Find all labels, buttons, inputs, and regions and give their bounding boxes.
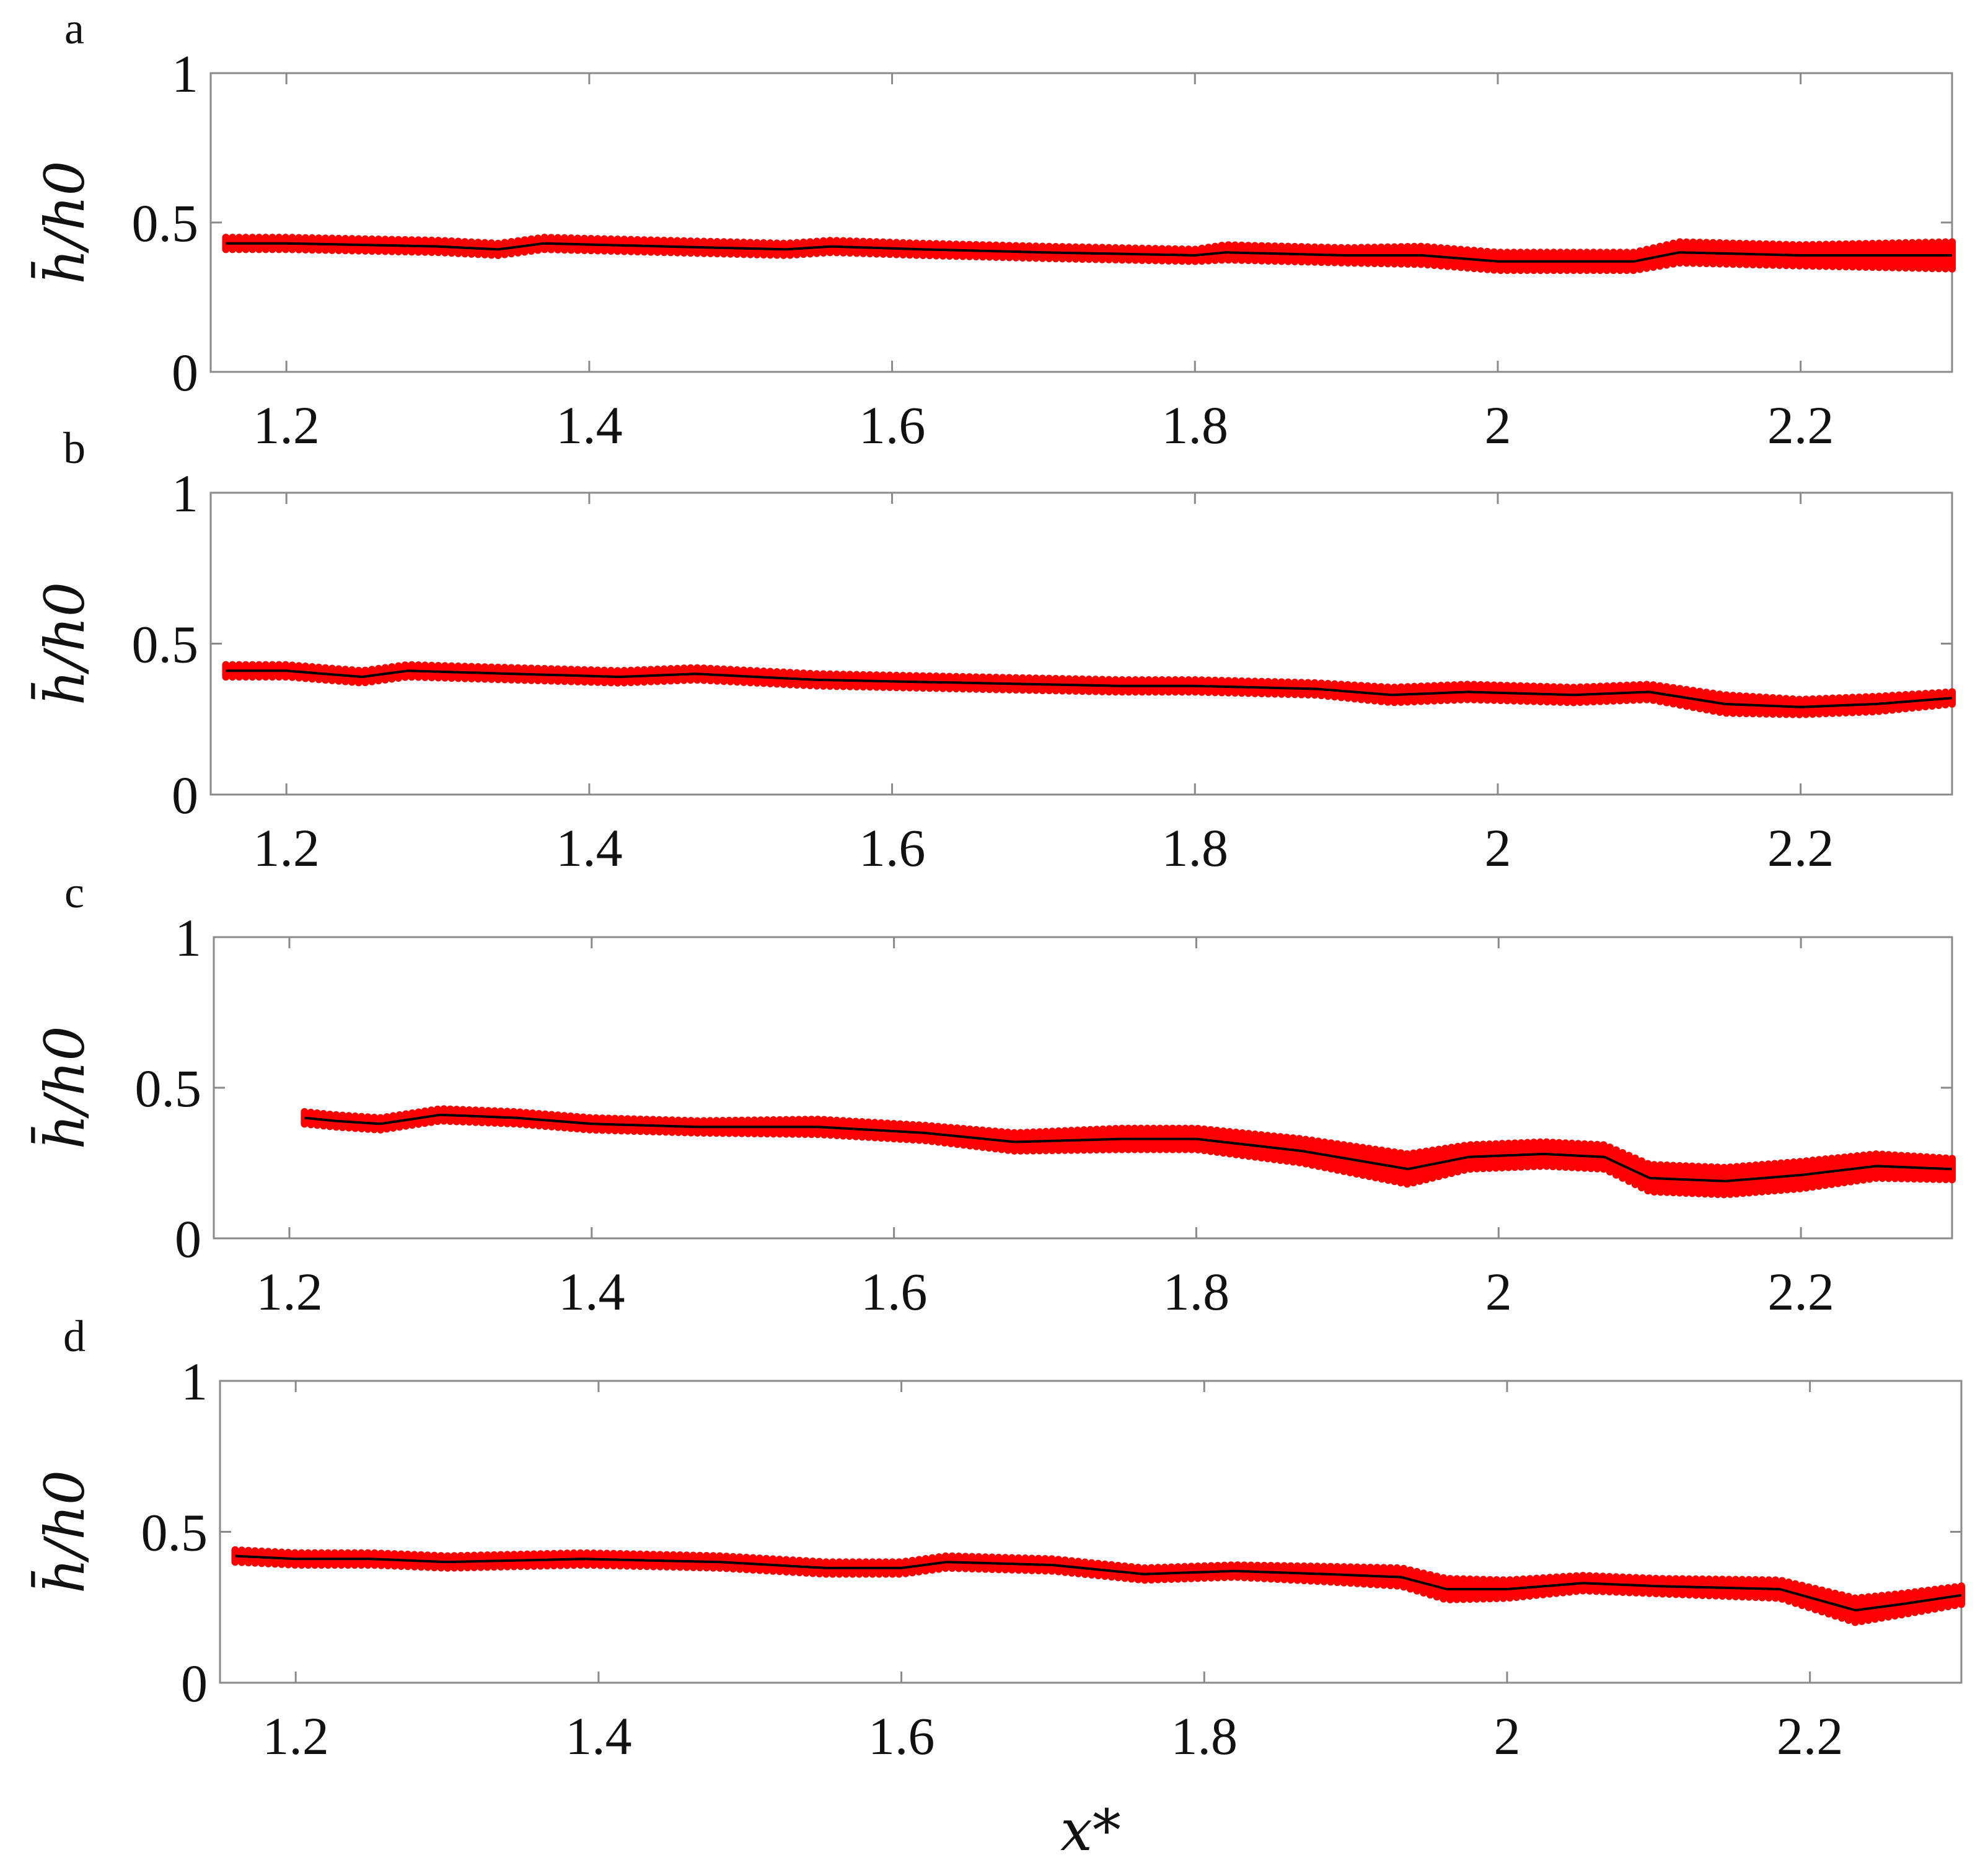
x-tick-label: 1.8 xyxy=(1162,818,1229,878)
x-tick-label: 1.2 xyxy=(262,1706,329,1766)
x-tick-label: 1.4 xyxy=(556,395,623,455)
x-tick-label: 1.8 xyxy=(1162,395,1229,455)
panels-group: 1.2 1.4 1.6 1.8 2 2.2 0 0.5 1 a h̄/h0 1.2 1.4 1.6 1.8 2… xyxy=(31,4,1965,1766)
y-tick-label: 0 xyxy=(172,343,198,402)
panel-d: 1.2 1.4 1.6 1.8 2 2.2 0 0.5 1 d h̄/h0 xyxy=(31,1311,1965,1766)
x-tick-label: 1.4 xyxy=(565,1706,632,1766)
y-tick-label: 1 xyxy=(181,1352,208,1411)
x-tick-label: 1.2 xyxy=(256,1262,323,1321)
x-tick-label: 2 xyxy=(1484,818,1511,878)
y-tick-label: 1 xyxy=(175,908,201,967)
x-tick-label: 2 xyxy=(1485,1262,1512,1321)
x-tick-label: 1.6 xyxy=(859,395,926,455)
plot-frame xyxy=(209,72,1953,373)
plot-frame xyxy=(209,491,1953,796)
y-tick-label: 0 xyxy=(175,1209,201,1269)
x-tick-label: 2.2 xyxy=(1767,1262,1834,1321)
x-tick-label: 2.2 xyxy=(1777,1706,1844,1766)
x-tick-label: 2.2 xyxy=(1767,818,1834,878)
mean-line xyxy=(226,242,1952,263)
x-tick-label: 2 xyxy=(1493,1706,1520,1766)
mean-line xyxy=(226,669,1953,708)
x-tick-label: 2.2 xyxy=(1767,395,1834,455)
x-tick-label: 1.2 xyxy=(253,818,320,878)
x-tick-label: 1.8 xyxy=(1163,1262,1230,1321)
panel-letter: d xyxy=(63,1311,86,1361)
x-axis-label: x* xyxy=(1060,1797,1121,1864)
mean-line xyxy=(235,1554,1962,1612)
mean-line xyxy=(304,1113,1953,1183)
y-axis-label: h̄/h0 xyxy=(31,582,97,705)
y-tick-label: 0 xyxy=(172,765,198,825)
x-tick-label: 1.6 xyxy=(859,818,926,878)
y-tick-label: 0 xyxy=(181,1654,208,1713)
y-tick-label: 0.5 xyxy=(132,193,199,253)
y-tick-label: 0.5 xyxy=(141,1503,208,1562)
y-axis-label: h̄/h0 xyxy=(31,161,97,284)
x-tick-label: 1.8 xyxy=(1171,1706,1238,1766)
y-tick-label: 0.5 xyxy=(132,615,199,674)
y-axis-label: h̄/h0 xyxy=(31,1470,97,1593)
y-tick-label: 1 xyxy=(172,44,198,104)
x-tick-label: 1.6 xyxy=(861,1262,928,1321)
panel-letter: a xyxy=(64,4,84,53)
x-tick-label: 1.6 xyxy=(868,1706,935,1766)
panel-c: 1.2 1.4 1.6 1.8 2 2.2 0 0.5 1 c h̄/h0 xyxy=(31,868,1956,1321)
panel-letter: b xyxy=(63,423,86,473)
plot-frame xyxy=(219,1380,1963,1684)
x-tick-label: 2 xyxy=(1484,395,1511,455)
panel-a: 1.2 1.4 1.6 1.8 2 2.2 0 0.5 1 a h̄/h0 xyxy=(31,4,1956,455)
x-tick-label: 1.4 xyxy=(558,1262,625,1321)
y-tick-label: 1 xyxy=(172,464,198,523)
y-axis-label: h̄/h0 xyxy=(31,1026,97,1150)
y-tick-label: 0.5 xyxy=(135,1059,202,1118)
x-tick-label: 1.2 xyxy=(253,395,320,455)
panel-b: 1.2 1.4 1.6 1.8 2 2.2 0 0.5 1 b h̄/h0 xyxy=(31,423,1956,878)
x-tick-label: 1.4 xyxy=(556,818,623,878)
panel-letter: c xyxy=(64,868,84,917)
